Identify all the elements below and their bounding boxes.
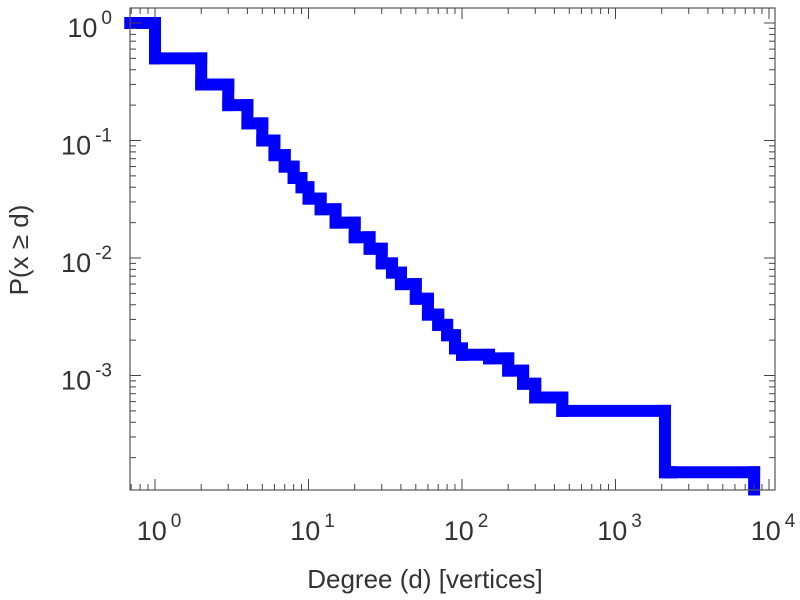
axis-ticks [130,8,775,490]
plot-frame [129,7,776,491]
tick-label: 10 0 [137,511,182,546]
tick-label: 10 2 [444,511,489,546]
tick-label: 10 -1 [61,126,112,161]
x-axis-label: Degree (d) [vertices] [307,564,543,594]
series-ccdf [124,17,761,496]
tick-label: 10 3 [597,511,642,546]
tick-label: 10 0 [67,8,112,43]
tick-label: 10 -3 [61,361,112,396]
x-tick-labels: 10 0 10 1 10 2 10 3 10 4 [137,511,796,546]
y-axis-label: P(x ≥ d) [4,205,34,296]
tick-label: 10 -2 [61,243,112,278]
tick-label: 10 4 [751,511,796,546]
tick-label: 10 1 [290,511,335,546]
